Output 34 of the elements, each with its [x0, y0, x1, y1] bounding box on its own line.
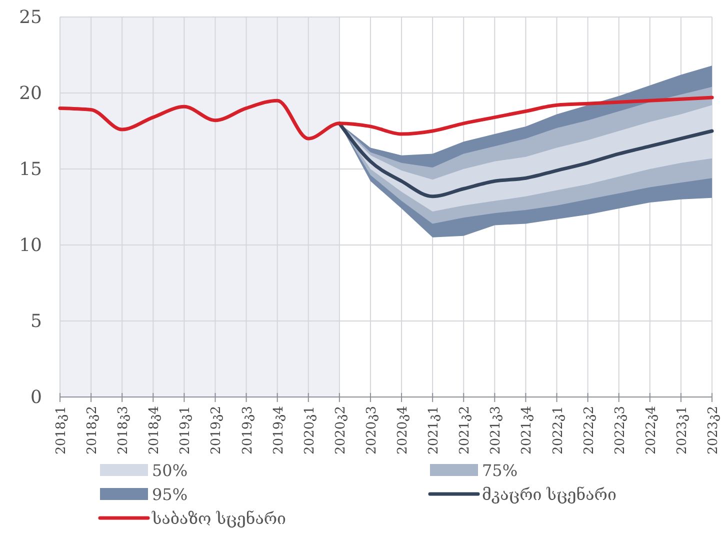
legend-label: 50%	[152, 461, 188, 480]
x-tick-label: 2018კ3	[116, 406, 132, 454]
x-tick-label: 2018კ1	[54, 406, 69, 454]
y-tick-label: 0	[30, 387, 42, 408]
x-tick-label: 2022კ4	[644, 406, 659, 454]
x-tick-label: 2023კ1	[674, 406, 690, 454]
x-tick-label: 2020კ3	[364, 406, 380, 454]
x-tick-label: 2021კ4	[520, 406, 535, 454]
x-tick-label: 2021კ2	[458, 406, 473, 454]
x-tick-label: 2022კ3	[612, 406, 628, 454]
legend-label: მკაცრი სცენარი	[482, 485, 616, 504]
x-tick-label: 2018კ2	[85, 406, 100, 454]
line-series	[58, 96, 714, 140]
y-tick-label: 20	[19, 83, 42, 104]
x-tick-label: 2019კ2	[209, 406, 224, 454]
y-tick-label: 5	[30, 311, 42, 332]
x-tick-label: 2020კ2	[333, 406, 348, 454]
legend-label: 75%	[482, 461, 518, 480]
y-tick-label: 10	[19, 235, 42, 256]
x-tick-label: 2020კ4	[396, 406, 411, 454]
x-tick-label: 2019კ1	[178, 406, 194, 454]
y-tick-label: 15	[19, 159, 42, 180]
legend-label: 95%	[152, 485, 188, 504]
x-tick-label: 2022კ2	[582, 406, 597, 454]
x-tick-label: 2023კ2	[706, 406, 721, 454]
x-tick-label: 2019კ4	[271, 406, 286, 454]
y-tick-label: 25	[19, 7, 42, 28]
legend-label: საბაზო სცენარი	[151, 509, 286, 528]
x-tick-label: 2021კ1	[426, 406, 442, 454]
x-tick-label: 2019კ3	[240, 406, 256, 454]
x-tick-label: 2018კ4	[147, 406, 162, 454]
x-tick-label: 2022კ1	[550, 406, 566, 454]
x-tick-label: 2020კ1	[302, 406, 318, 454]
x-tick-label: 2021კ3	[488, 406, 504, 454]
